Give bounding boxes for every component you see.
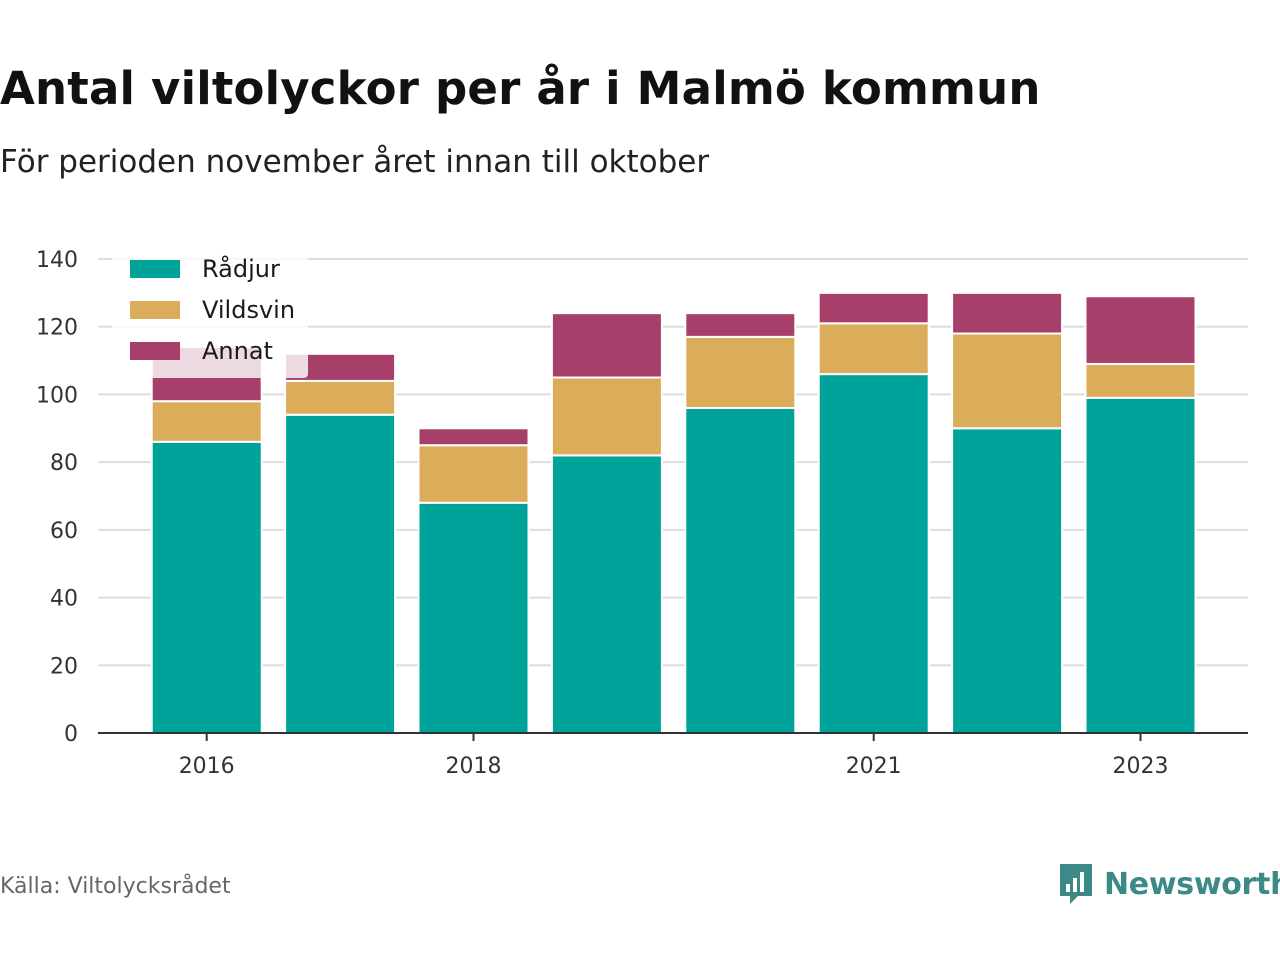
bar-rådjur-2022 <box>951 427 1064 734</box>
x-tick-label: 2016 <box>179 754 235 779</box>
x-tick-label: 2021 <box>846 754 902 779</box>
legend-label-rådjur: Rådjur <box>202 254 280 283</box>
y-tick-label: 60 <box>50 519 78 544</box>
bar-rådjur-2019 <box>550 454 663 734</box>
y-tick-label: 0 <box>64 722 78 747</box>
bar-rådjur-2023 <box>1084 396 1197 734</box>
bar-rådjur-2021 <box>817 373 930 734</box>
chart-subtitle: För perioden november året innan till ok… <box>0 144 710 180</box>
bar-vildsvin-2017 <box>284 379 397 416</box>
y-tick-label: 80 <box>50 451 78 476</box>
y-tick-label: 40 <box>50 587 78 612</box>
legend-swatch-annat <box>130 342 180 360</box>
brand-name: Newsworthy <box>1104 866 1280 902</box>
legend: Rådjur Vildsvin Annat <box>112 246 308 378</box>
bar-rådjur-2016 <box>150 440 263 734</box>
bars <box>150 291 1197 734</box>
bar-rådjur-2018 <box>417 501 530 734</box>
bar-vildsvin-2018 <box>417 444 530 504</box>
bar-annat-2023 <box>1084 295 1197 365</box>
bar-vildsvin-2023 <box>1084 362 1197 399</box>
bar-vildsvin-2019 <box>550 376 663 457</box>
x-tick-label: 2023 <box>1113 754 1169 779</box>
y-tick-label: 100 <box>36 383 78 408</box>
y-tick-label: 140 <box>36 248 78 273</box>
bar-vildsvin-2021 <box>817 322 930 376</box>
bar-chart-icon <box>1060 864 1092 904</box>
legend-swatch-vildsvin <box>130 301 180 319</box>
bar-annat-2022 <box>951 291 1064 335</box>
bar-vildsvin-2016 <box>150 400 263 443</box>
bar-vildsvin-2022 <box>951 332 1064 430</box>
chart-title: Antal viltolyckor per år i Malmö kommun <box>0 62 1041 115</box>
bar-annat-2019 <box>550 312 663 379</box>
x-axis: 2016 2018 2021 2023 <box>98 732 1248 779</box>
legend-swatch-rådjur <box>130 260 180 278</box>
bar-rådjur-2020 <box>684 406 797 734</box>
y-tick-label: 120 <box>36 316 78 341</box>
y-axis-ticks: 0 20 40 60 80 100 120 140 <box>36 248 78 747</box>
legend-label-vildsvin: Vildsvin <box>202 296 295 324</box>
bar-rådjur-2017 <box>284 413 397 734</box>
brand-logo: Newsworthy <box>1058 862 1280 906</box>
x-tick-label: 2018 <box>446 754 502 779</box>
bar-annat-2021 <box>817 291 930 325</box>
bar-annat-2018 <box>417 427 530 447</box>
bar-vildsvin-2020 <box>684 335 797 409</box>
y-tick-label: 20 <box>50 654 78 679</box>
bar-annat-2020 <box>684 312 797 338</box>
legend-label-annat: Annat <box>202 337 273 365</box>
source-note: Källa: Viltolycksrådet <box>0 874 231 899</box>
